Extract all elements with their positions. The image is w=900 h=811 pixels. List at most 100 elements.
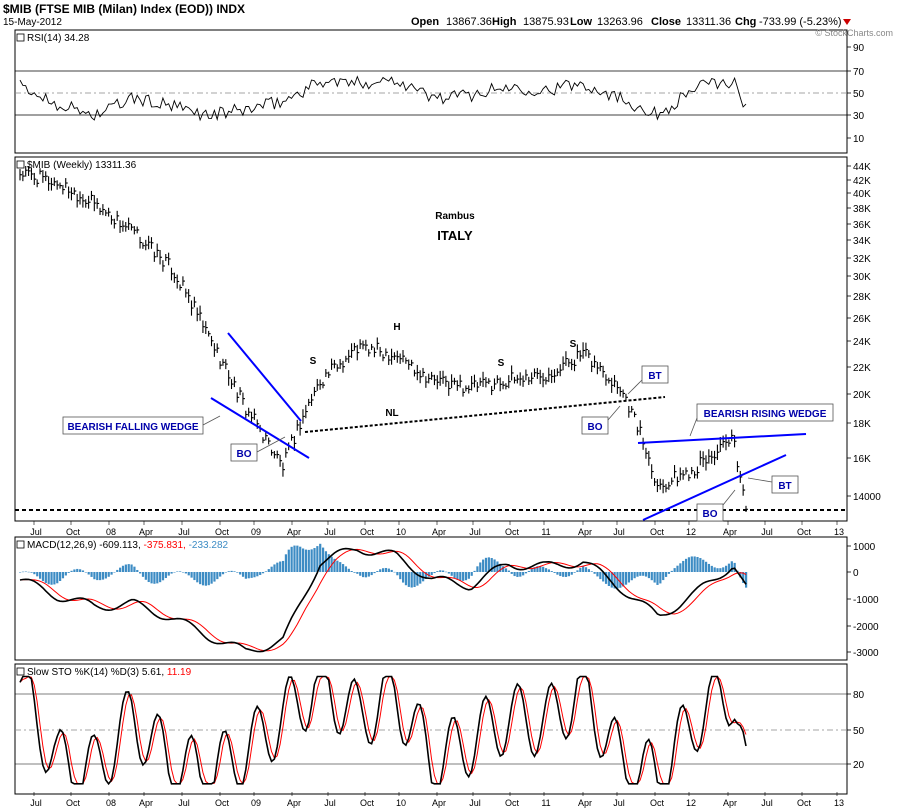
macd-hist-bar (693, 556, 696, 572)
sto-indicator: Slow STO %K(14) %D(3) 5.61, 11.19 80 50 20 (15, 667, 865, 786)
macd-hist-bar (622, 572, 625, 587)
macd-hist-bar (587, 569, 590, 572)
macd-hist-bar (190, 572, 193, 578)
macd-hist-bar (644, 572, 648, 577)
macd-hist-bar (576, 570, 579, 572)
svg-text:BEARISH RISING WEDGE: BEARISH RISING WEDGE (704, 409, 827, 420)
x-axis-label: 08 (106, 527, 116, 537)
sto-tick: 20 (853, 760, 865, 771)
macd-hist-bar (404, 572, 408, 586)
macd-hist-bar (719, 568, 722, 572)
macd-hist-bar (656, 572, 659, 585)
macd-hist-bar (110, 572, 113, 575)
macd-hist-bar (241, 572, 245, 577)
svg-text:BO: BO (237, 449, 252, 460)
open-value: 13867.36 (446, 16, 492, 28)
macd-label: MACD(12,26,9) (27, 540, 96, 551)
x-axis-label: Oct (360, 798, 375, 808)
x-axis-label: Jul (178, 798, 190, 808)
macd-hist-bar (321, 547, 325, 572)
macd-hist-bar (536, 566, 539, 572)
rsi-indicator: RSI(14) 34.28 90 70 50 30 10 (15, 33, 865, 145)
macd-hist-bar (39, 572, 42, 579)
macd-hist-bar (724, 565, 728, 572)
macd-hist-bar (596, 572, 599, 577)
x-axis-label: Jul (178, 527, 190, 537)
macd-hist-bar (319, 543, 322, 572)
chart-title: $MIB (FTSE MIB (Milan) Index (EOD)) INDX (3, 2, 245, 16)
macd-hist-bar (164, 572, 167, 579)
x-axis-label: Apr (578, 527, 592, 537)
rsi-line (19, 75, 747, 122)
macd-hist-bar (436, 571, 439, 572)
x-axis-label: 09 (251, 798, 261, 808)
macd-hist-bar (642, 572, 645, 576)
macd-hist-bar (453, 572, 456, 578)
x-axis-label: Oct (505, 798, 520, 808)
copyright: © StockCharts.com (815, 28, 893, 38)
sto-k-line (19, 675, 747, 786)
x-axis-label: Apr (139, 527, 153, 537)
x-axis-label: Oct (66, 527, 81, 537)
macd-hist-bar (104, 572, 107, 579)
macd-hist-bar (613, 572, 616, 589)
macd-hist-bar (136, 569, 139, 572)
right-s-label: S (570, 339, 577, 350)
macd-hist-bar (33, 572, 36, 575)
sto-k-value: 5.61, (142, 667, 164, 678)
macd-hist-bar (664, 572, 668, 577)
macd-hist-bar (107, 572, 110, 577)
macd-hist-bar (696, 556, 699, 572)
macd-hist-bar (610, 572, 613, 588)
macd-hist-bar (56, 572, 59, 584)
macd-hist-bar (64, 572, 67, 576)
hs-head: H (393, 322, 400, 333)
close-label: Close (651, 16, 681, 28)
macd-hist-bar (116, 569, 119, 572)
macd-hist-bar (130, 564, 133, 572)
macd-hist-bar (707, 563, 711, 572)
macd-hist-bar (684, 558, 688, 572)
macd-hist-bar (119, 567, 122, 572)
price-label: $MIB (Weekly) 13311.36 (27, 160, 137, 171)
macd-hist-bar (562, 572, 565, 577)
svg-text:BT: BT (648, 371, 661, 382)
macd-hist-bar (502, 566, 505, 572)
macd-hist-bar (156, 572, 159, 584)
x-axis-label: Oct (66, 798, 81, 808)
price-tick: 20K (853, 390, 871, 401)
x-axis-label: 10 (396, 798, 406, 808)
macd-hist-bar (544, 568, 548, 572)
macd-hist-bar (513, 572, 516, 577)
x-axis-label: Jul (30, 527, 42, 537)
price-tick: 44K (853, 162, 871, 173)
close-value: 13311.36 (686, 16, 731, 28)
macd-line (19, 547, 747, 653)
macd-hist-bar (653, 572, 656, 583)
price-panel (14, 156, 848, 522)
macd-signal-line (19, 548, 747, 652)
macd-hist-bar (27, 571, 30, 573)
svg-text:BEARISH FALLING WEDGE: BEARISH FALLING WEDGE (67, 422, 198, 433)
macd-hist-bar (484, 557, 488, 572)
macd-hist-bar (170, 572, 173, 574)
macd-hist-bar (710, 565, 713, 572)
macd-hist-bar (493, 559, 496, 572)
macd-hist-bar (504, 568, 508, 572)
macd-hist-bar (50, 572, 53, 585)
macd-hist-bar (53, 572, 56, 585)
macd-hist-bar (573, 572, 576, 573)
macd-hist-bar (516, 572, 519, 577)
chg-label: Chg (735, 16, 756, 28)
macd-hist-bar (376, 571, 379, 572)
macd-hist-bar (419, 572, 422, 584)
macd-hist-bar (670, 570, 673, 572)
ohlc-readout: Open 13867.36 High 13875.93 Low 13263.96… (411, 16, 842, 28)
macd-hist-bar (722, 567, 725, 572)
macd-hist-bar (310, 549, 313, 572)
macd-hist-bar (339, 562, 342, 572)
macd-hist-bar (470, 572, 473, 576)
macd-hist-bar (270, 566, 273, 572)
macd-hist-bar (379, 569, 382, 572)
macd-hist-bar (476, 566, 479, 572)
